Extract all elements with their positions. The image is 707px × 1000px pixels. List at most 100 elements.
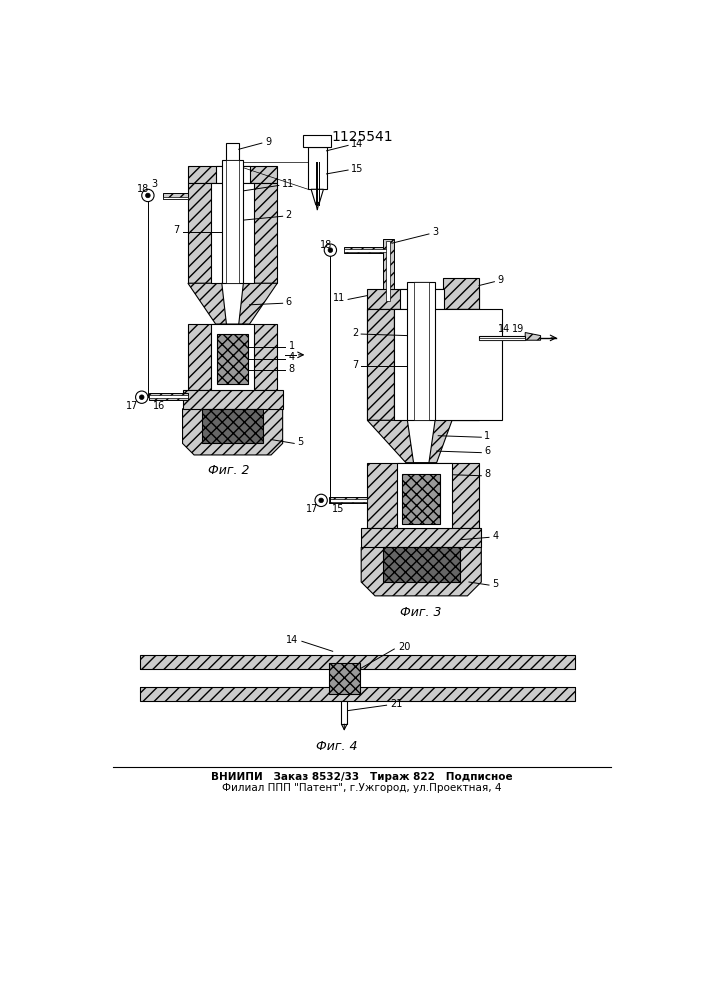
- Bar: [395, 309, 502, 420]
- Text: 9: 9: [498, 275, 503, 285]
- Bar: [140, 669, 575, 687]
- Bar: [226, 160, 239, 283]
- Bar: [395, 309, 452, 420]
- Polygon shape: [525, 333, 541, 340]
- Polygon shape: [188, 283, 277, 324]
- Text: 14: 14: [286, 635, 298, 645]
- Text: 1: 1: [288, 341, 295, 351]
- Text: 9: 9: [265, 137, 271, 147]
- Text: 7: 7: [173, 225, 180, 235]
- Text: Фиг. 2: Фиг. 2: [208, 464, 250, 477]
- Bar: [443, 278, 479, 309]
- Bar: [226, 143, 239, 166]
- Bar: [201, 409, 264, 443]
- Text: 11: 11: [333, 293, 345, 303]
- Bar: [407, 282, 435, 420]
- Bar: [188, 324, 277, 389]
- Polygon shape: [361, 547, 481, 596]
- Bar: [140, 655, 575, 669]
- Text: Фиг. 4: Фиг. 4: [316, 740, 357, 753]
- Text: 11: 11: [282, 179, 294, 189]
- Polygon shape: [182, 409, 283, 455]
- Circle shape: [141, 189, 154, 202]
- Text: 18: 18: [137, 184, 149, 194]
- Bar: [368, 309, 479, 420]
- Bar: [149, 395, 188, 398]
- Bar: [385, 239, 392, 255]
- Bar: [397, 463, 452, 528]
- Bar: [329, 497, 368, 503]
- Bar: [382, 547, 460, 582]
- Text: 6: 6: [484, 446, 491, 456]
- Bar: [222, 160, 243, 283]
- Text: 1125541: 1125541: [331, 130, 393, 144]
- Text: 16: 16: [153, 401, 165, 411]
- Bar: [188, 166, 277, 183]
- Bar: [479, 336, 525, 340]
- Bar: [368, 289, 479, 309]
- Text: 21: 21: [390, 699, 403, 709]
- Text: 4: 4: [492, 531, 498, 541]
- Polygon shape: [222, 283, 243, 324]
- Text: Фиг. 3: Фиг. 3: [400, 606, 442, 619]
- Text: 8: 8: [288, 364, 295, 374]
- Bar: [402, 474, 440, 524]
- Bar: [382, 239, 394, 301]
- Text: 14: 14: [351, 139, 363, 149]
- Bar: [140, 687, 575, 701]
- Text: 14: 14: [498, 324, 510, 334]
- Text: 15: 15: [332, 504, 344, 514]
- Text: 2: 2: [352, 328, 358, 338]
- Text: 6: 6: [286, 297, 292, 307]
- Text: 18: 18: [320, 240, 332, 250]
- Bar: [182, 389, 283, 409]
- Bar: [149, 393, 188, 400]
- Bar: [361, 528, 481, 547]
- Circle shape: [315, 494, 327, 507]
- Text: Филиал ППП "Патент", г.Ужгород, ул.Проектная, 4: Филиал ППП "Патент", г.Ужгород, ул.Проек…: [222, 783, 502, 793]
- Text: 8: 8: [484, 469, 491, 479]
- Bar: [386, 241, 390, 301]
- Text: 5: 5: [297, 437, 303, 447]
- Text: 17: 17: [305, 504, 318, 514]
- Polygon shape: [311, 189, 324, 205]
- Bar: [368, 463, 479, 528]
- Polygon shape: [368, 420, 452, 463]
- Text: 4: 4: [288, 352, 295, 362]
- Text: 1: 1: [484, 431, 491, 441]
- Text: 7: 7: [352, 360, 358, 370]
- Text: 15: 15: [351, 164, 363, 174]
- Bar: [303, 135, 331, 147]
- Bar: [414, 282, 429, 293]
- Text: 19: 19: [512, 324, 525, 334]
- Text: 3: 3: [432, 227, 438, 237]
- Bar: [308, 147, 327, 189]
- Bar: [211, 183, 254, 283]
- Bar: [414, 282, 429, 420]
- Text: 17: 17: [127, 401, 139, 411]
- Bar: [217, 334, 248, 384]
- Bar: [216, 166, 250, 183]
- Bar: [452, 309, 479, 420]
- Bar: [226, 160, 239, 168]
- Bar: [163, 193, 188, 199]
- Circle shape: [319, 498, 324, 503]
- Circle shape: [146, 193, 150, 198]
- Bar: [479, 338, 525, 340]
- Text: 20: 20: [398, 642, 411, 652]
- Text: 5: 5: [492, 579, 498, 589]
- Circle shape: [136, 391, 148, 403]
- Bar: [329, 663, 360, 694]
- Bar: [341, 701, 347, 724]
- Bar: [344, 249, 387, 252]
- Polygon shape: [316, 202, 319, 210]
- Circle shape: [139, 395, 144, 400]
- Text: 2: 2: [286, 210, 292, 220]
- Polygon shape: [407, 420, 435, 463]
- Text: 3: 3: [152, 179, 158, 189]
- Bar: [344, 247, 387, 253]
- Circle shape: [328, 248, 333, 252]
- Bar: [211, 324, 254, 389]
- Bar: [399, 289, 444, 309]
- Text: ВНИИПИ   Заказ 8532/33   Тираж 822   Подписное: ВНИИПИ Заказ 8532/33 Тираж 822 Подписное: [211, 772, 513, 782]
